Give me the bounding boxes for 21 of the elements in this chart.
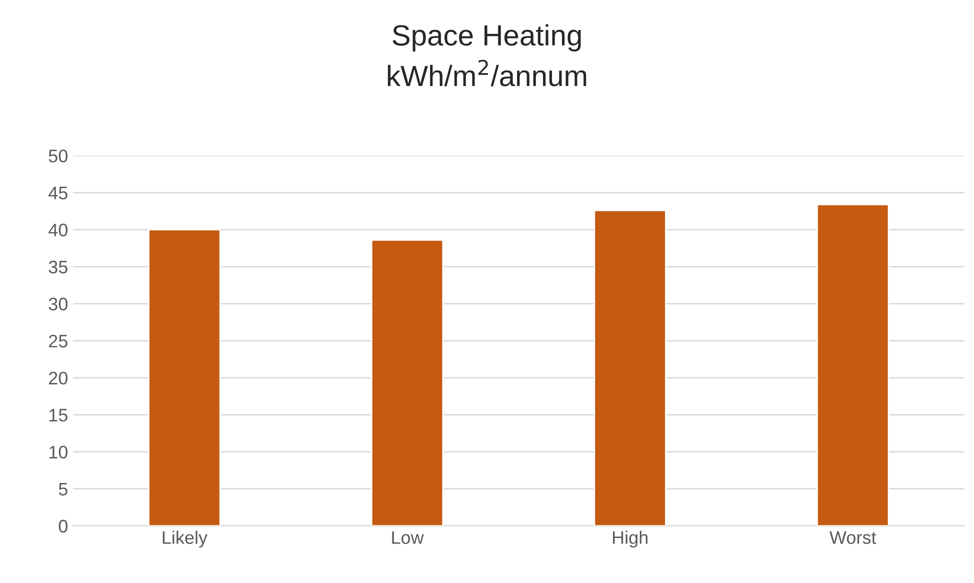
y-tick-label: 40 xyxy=(48,224,68,236)
bar xyxy=(816,204,890,526)
y-tick-label: 25 xyxy=(49,334,68,348)
x-tick-label: Worst xyxy=(830,531,876,544)
y-tick-label: 20 xyxy=(49,372,68,385)
x-tick-label: Likely xyxy=(162,530,208,548)
y-tick-label: 30 xyxy=(48,298,68,310)
y-tick-label: 10 xyxy=(49,446,68,459)
y-tick-label: 0 xyxy=(58,520,68,533)
y-tick-label: 35 xyxy=(48,260,68,274)
bar xyxy=(148,229,221,526)
y-tick-label: 5 xyxy=(58,482,68,496)
x-tick-label: High xyxy=(612,530,648,548)
y-tick-label: 15 xyxy=(49,408,68,422)
chart-subtitle: kWh/m$^{2}$/annum xyxy=(388,60,586,86)
y-tick-label: 50 xyxy=(48,150,68,162)
x-tick-label: Low xyxy=(392,531,424,544)
bar xyxy=(370,239,444,526)
chart-title: Space Heating xyxy=(392,24,581,52)
y-tick-label: 45 xyxy=(48,186,68,200)
bar xyxy=(594,210,666,526)
